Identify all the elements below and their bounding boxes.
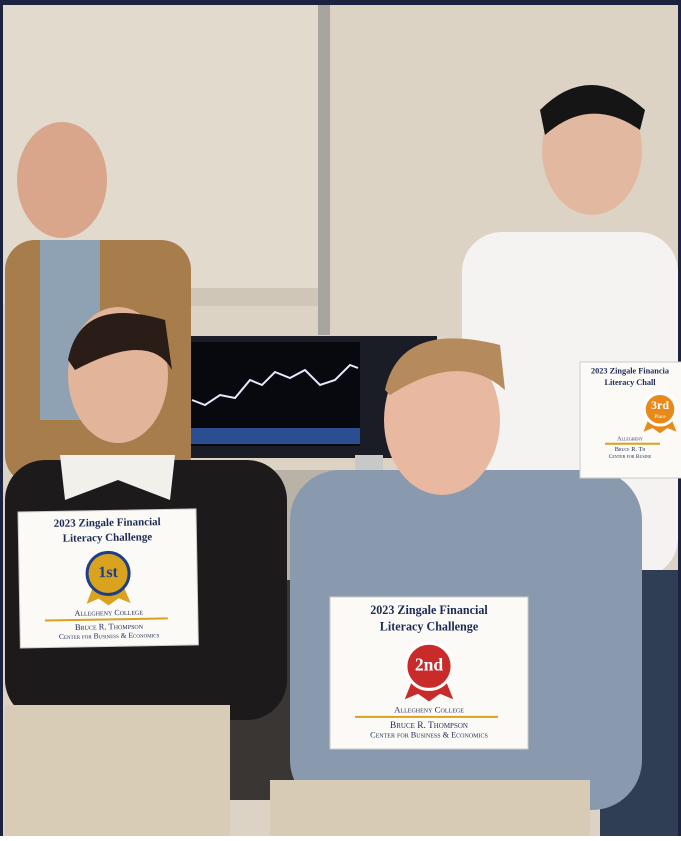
ribbon	[85, 550, 131, 596]
center-name: Bruce R. Thompson	[390, 721, 468, 731]
certificate-title: 2023 Zingale Financia	[591, 367, 669, 376]
hair	[68, 313, 172, 370]
center-sub: Center for Business & Economics	[59, 630, 160, 641]
certificate-title: Literacy Challenge	[63, 531, 153, 545]
certificate: 2023 Zingale Financia Literacy Chall 3rd Pl…	[579, 361, 681, 479]
ribbon-label: 3rd	[651, 398, 669, 412]
college: Allegheny College	[394, 704, 464, 714]
pants	[5, 705, 230, 836]
stock-line	[191, 363, 359, 407]
certificate-title: Literacy Chall	[604, 378, 656, 387]
certificate: 2023 Zingale Financial Literacy Challenge…	[329, 596, 529, 750]
divider	[44, 617, 168, 622]
head	[17, 122, 107, 238]
certificate-title: Literacy Challenge	[380, 620, 479, 634]
volume-bars	[190, 428, 360, 444]
ribbon-sub: Place	[654, 414, 666, 420]
college: Allegheny College	[74, 608, 143, 618]
ribbon	[642, 392, 678, 427]
hair	[540, 85, 645, 135]
window-frame	[318, 5, 330, 335]
center-sub: Center for Business & Economics	[370, 730, 488, 739]
collar	[60, 455, 175, 500]
center-name: Bruce R. Th	[615, 446, 646, 453]
certificate-title: 2023 Zingale Financial	[370, 603, 488, 617]
ribbon-label: 2nd	[415, 654, 444, 674]
certificate-title: 2023 Zingale Financial	[54, 516, 161, 530]
center-sub: Center for Busine	[609, 454, 652, 460]
college: Allegheny	[617, 437, 643, 443]
ribbon	[404, 641, 454, 691]
sill	[185, 288, 318, 306]
pants	[270, 780, 590, 836]
ribbon-label: 1st	[98, 564, 119, 581]
head	[384, 345, 500, 495]
center-name: Bruce R. Thompson	[75, 621, 144, 632]
hair	[385, 338, 505, 395]
